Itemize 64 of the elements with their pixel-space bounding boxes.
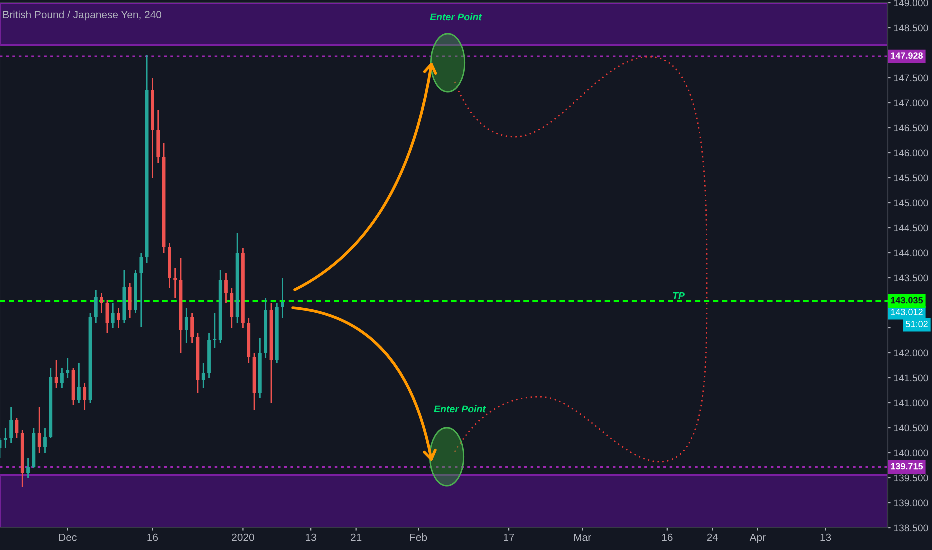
x-tick-label: 24 xyxy=(707,534,718,542)
y-tick-label: 147.000 xyxy=(894,100,928,107)
y-tick-label: 149.000 xyxy=(894,0,928,7)
x-tick-label: 16 xyxy=(662,534,673,542)
candlestick xyxy=(4,427,8,449)
x-tick-label: 13 xyxy=(820,534,832,542)
y-tick-label: 139.500 xyxy=(894,474,928,482)
candlestick xyxy=(190,312,194,344)
candlestick xyxy=(10,406,14,444)
y-tick-label: 145.000 xyxy=(894,200,928,207)
candlestick xyxy=(94,289,98,324)
x-tick-label: 16 xyxy=(148,534,158,542)
x-tick-label: 17 xyxy=(504,534,514,542)
x-tick-label: 13 xyxy=(306,534,316,542)
y-tick-label: 145.500 xyxy=(894,174,928,182)
candlestick xyxy=(38,406,42,454)
annotation: Enter Point xyxy=(430,13,482,21)
candlestick xyxy=(54,359,58,389)
candlestick xyxy=(184,307,188,344)
annotation: TP xyxy=(673,292,685,300)
y-tick-label: 148.500 xyxy=(894,24,928,32)
text: 143.012 xyxy=(891,309,923,316)
y-tick-label: 144.500 xyxy=(894,224,928,232)
annotation: Enter Point xyxy=(434,405,486,413)
candlestick xyxy=(140,252,144,328)
candlestick xyxy=(213,312,217,349)
text: 51:02 xyxy=(906,321,928,328)
y-tick-label: 138.500 xyxy=(894,524,928,532)
candlestick xyxy=(26,457,30,479)
x-tick-label: Dec xyxy=(59,534,77,542)
x-tick-label: 21 xyxy=(351,534,362,542)
y-tick-label: 140.000 xyxy=(894,450,928,457)
y-tick-label: 144.000 xyxy=(894,250,928,257)
x-tick-label: Mar xyxy=(574,534,592,542)
y-tick-label: 141.500 xyxy=(894,374,928,382)
y-tick-label: 141.000 xyxy=(894,400,928,407)
y-tick-label: 139.000 xyxy=(894,500,928,507)
x-tick-label: Apr xyxy=(750,534,766,544)
ref-line-label: 139.715 xyxy=(891,463,924,470)
ref-line-label: 143.035 xyxy=(891,297,924,304)
candlestick xyxy=(83,382,87,411)
y-tick-label: 140.500 xyxy=(894,424,928,432)
y-tick-label: 143.500 xyxy=(894,274,928,282)
candlestick xyxy=(224,272,228,304)
y-tick-label: 147.500 xyxy=(894,74,928,82)
x-tick-label: 2020 xyxy=(232,534,254,542)
candlestick xyxy=(100,292,104,314)
candlestick xyxy=(128,282,132,319)
candlestick xyxy=(60,367,64,389)
candlestick xyxy=(44,427,47,454)
candlestick xyxy=(202,362,206,389)
y-tick-label: 142.000 xyxy=(894,350,928,357)
candlestick xyxy=(230,287,234,329)
y-tick-label: 146.500 xyxy=(894,124,928,132)
ref-line-label: 147.928 xyxy=(891,52,924,60)
text: British Pound / Japanese Yen, 240 xyxy=(4,10,162,21)
candlestick xyxy=(281,277,284,319)
candlestick xyxy=(174,267,178,299)
x-tick-label: Feb xyxy=(410,534,428,542)
candlestick xyxy=(111,302,115,329)
candlestick xyxy=(117,307,120,329)
candlestick xyxy=(77,362,81,404)
y-tick-label: 146.000 xyxy=(894,150,928,157)
candlestick xyxy=(66,357,70,379)
